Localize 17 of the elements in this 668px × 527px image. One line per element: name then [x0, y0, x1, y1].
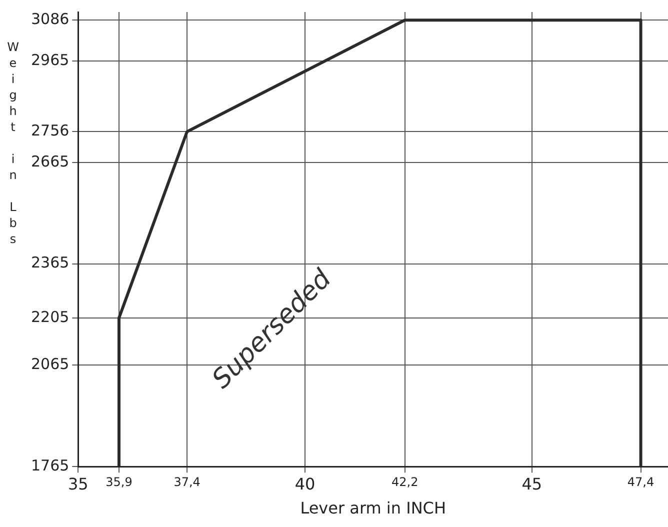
y-axis-title: Weight in Lbs [6, 40, 20, 248]
x-tick-label: 42,2 [391, 474, 418, 489]
y-tick-label: 3086 [30, 10, 70, 28]
y-tick-label: 2965 [30, 50, 70, 69]
y-tick-label: 2365 [30, 254, 70, 272]
y-tick-label: 2756 [30, 122, 70, 140]
x-tick-label: 37,4 [174, 474, 200, 489]
y-tick-label: 1765 [30, 456, 70, 474]
y-tick-label: 2665 [30, 152, 70, 170]
x-tick-label: 35,9 [106, 474, 132, 489]
x-tick-label: 47,4 [627, 474, 654, 489]
x-tick-label: 40 [294, 474, 316, 494]
y-tick-label: 2065 [30, 355, 70, 374]
x-axis-title: Lever arm in INCH [300, 498, 446, 518]
x-tick-label: 45 [522, 474, 542, 494]
y-tick-label: 2205 [30, 308, 70, 326]
x-tick-label: 35 [68, 474, 88, 494]
